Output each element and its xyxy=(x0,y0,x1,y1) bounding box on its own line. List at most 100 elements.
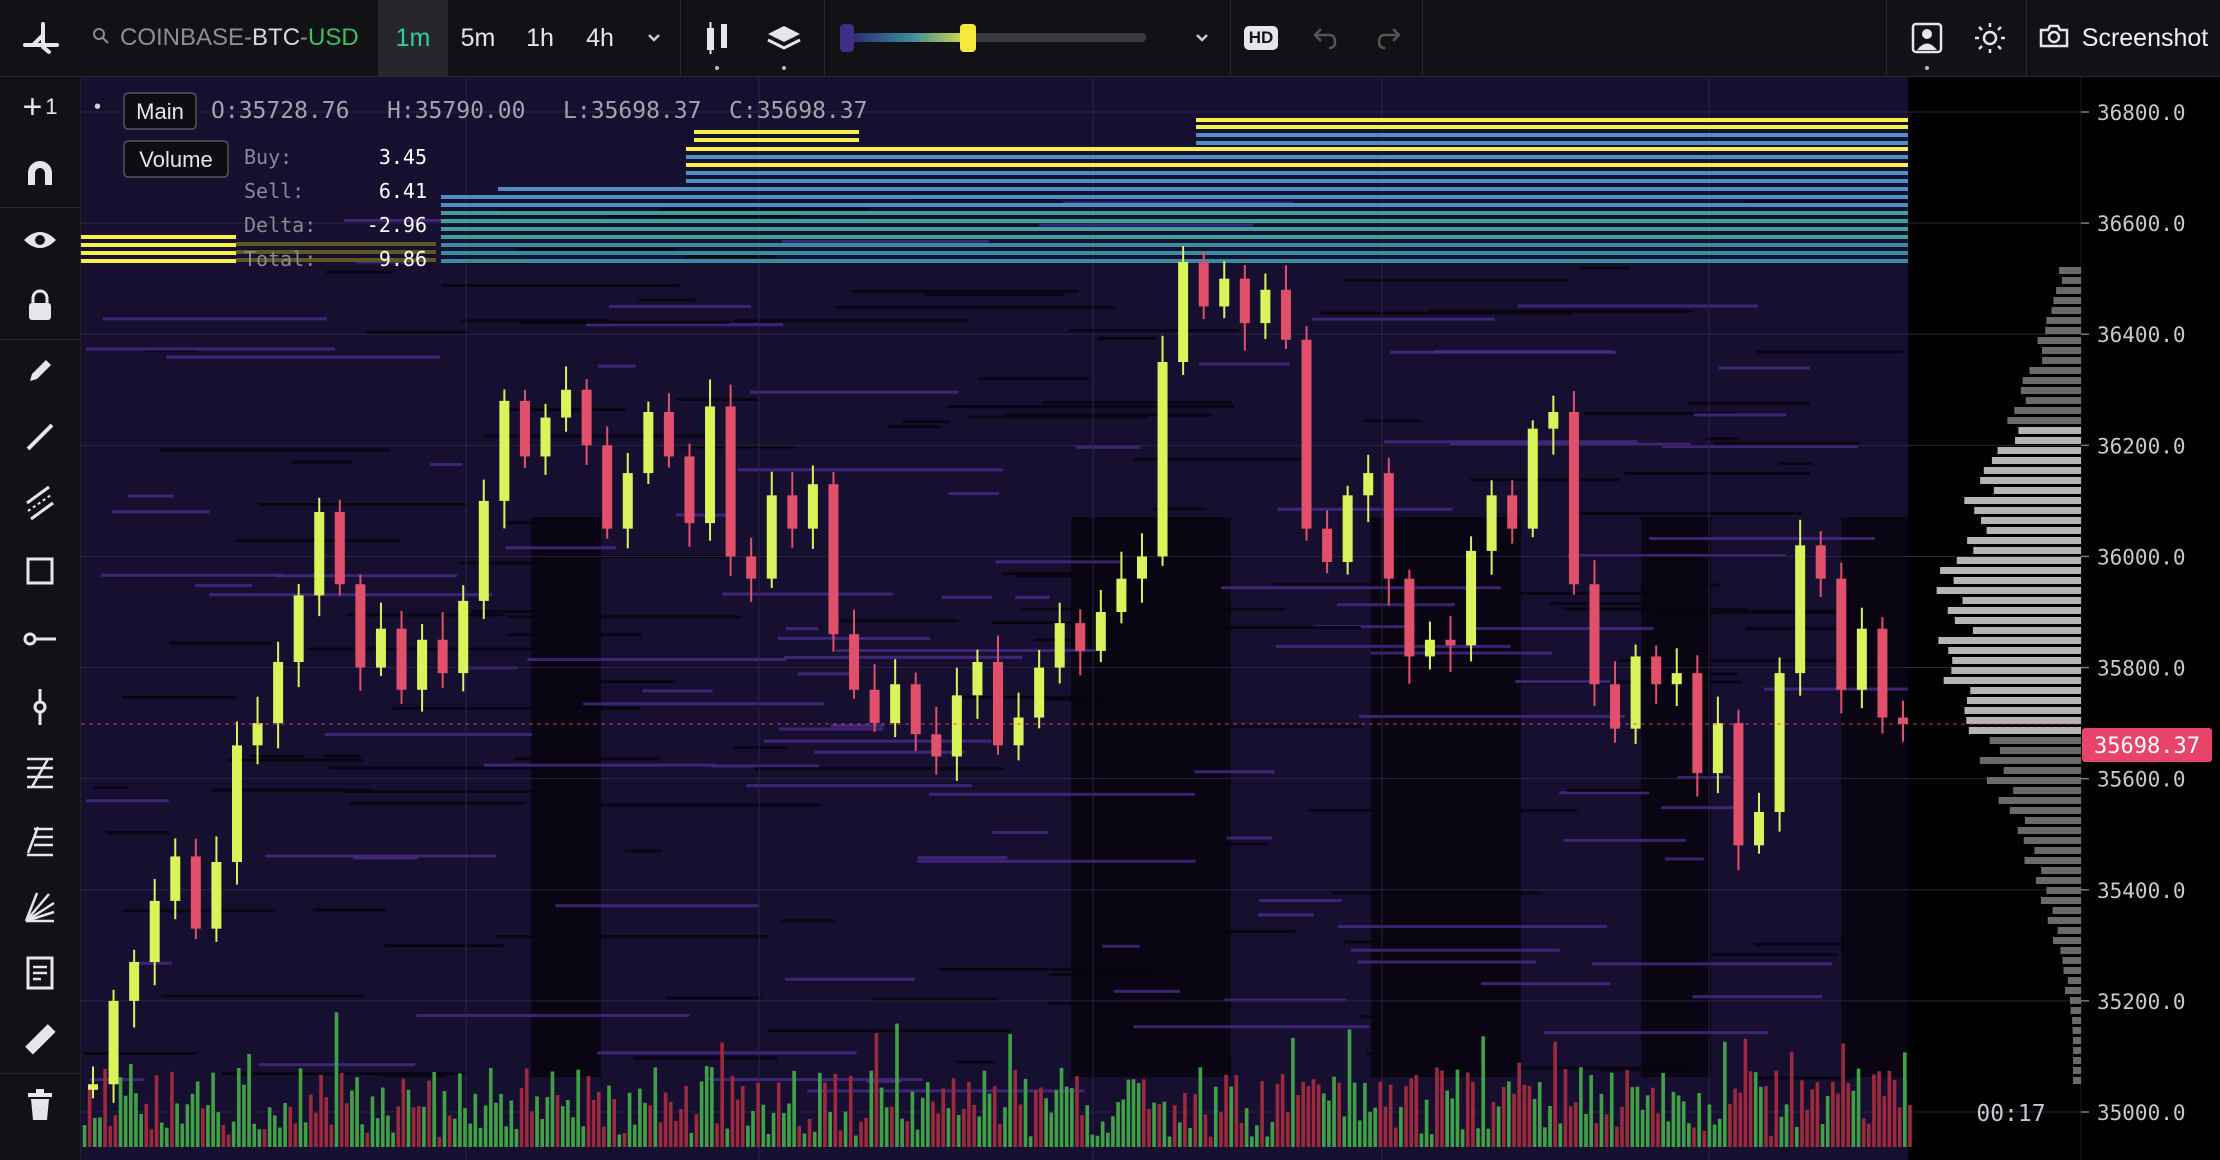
heatmap-cell xyxy=(166,355,441,359)
volume-profile-bar xyxy=(2015,437,2081,444)
volume-bar xyxy=(643,1102,647,1147)
fib-retracement-icon[interactable] xyxy=(0,743,80,803)
vertical-line-icon[interactable] xyxy=(0,677,80,737)
symbol-search[interactable]: COINBASE-BTC-USD xyxy=(92,0,372,76)
volume-bar xyxy=(1234,1075,1239,1147)
volume-bar xyxy=(1753,1072,1758,1147)
candle-type-icon[interactable] xyxy=(690,0,744,76)
orderbook-level xyxy=(694,130,859,134)
heatmap-cell xyxy=(957,695,1186,699)
volume-bar xyxy=(653,1067,658,1147)
volume-bar xyxy=(1455,1069,1460,1147)
volume-bar xyxy=(658,1122,663,1147)
candle-body xyxy=(437,639,448,674)
heatmap-cell xyxy=(638,298,696,302)
volume-profile-bar xyxy=(2052,907,2081,914)
heatmap-cell xyxy=(1363,419,1421,423)
buy-label: Buy: xyxy=(244,145,292,169)
timeframe-dropdown-chevron-icon[interactable] xyxy=(634,0,674,76)
candle-body xyxy=(1198,262,1209,307)
hd-toggle[interactable]: HD xyxy=(1238,0,1284,76)
volume-bar xyxy=(1599,1093,1604,1147)
redo-icon[interactable] xyxy=(1364,0,1414,76)
candle-body xyxy=(211,862,222,929)
volume-bar xyxy=(458,1073,462,1147)
volume-bar xyxy=(98,1117,102,1147)
add-indicator-count: 1 xyxy=(45,94,58,119)
timeframe-label: 1m xyxy=(395,23,431,52)
heatmap-cell xyxy=(1152,507,1207,511)
volume-series-toggle[interactable] xyxy=(123,140,229,178)
ruler-icon[interactable] xyxy=(0,1009,80,1069)
heatmap-cell xyxy=(835,649,1096,653)
pencil-icon[interactable] xyxy=(0,341,80,401)
heatmap-cell xyxy=(1662,444,1859,448)
timeframe-1h[interactable]: 1h xyxy=(512,0,568,76)
candle-body xyxy=(561,389,572,418)
volume-bar xyxy=(1291,1038,1295,1147)
volume-bar xyxy=(1121,1099,1126,1147)
volume-profile-bar xyxy=(2051,307,2081,314)
fib-extension-icon[interactable] xyxy=(0,811,80,871)
text-note-icon[interactable] xyxy=(0,943,80,1003)
orderbook-level xyxy=(441,211,1908,215)
heatmap-cell xyxy=(555,904,759,908)
volume-bars xyxy=(82,1012,1912,1147)
timeframe-1m[interactable]: 1m xyxy=(378,0,448,76)
screenshot-label: Screenshot xyxy=(2081,23,2209,52)
volume-bar xyxy=(591,1099,596,1147)
magnet-icon[interactable] xyxy=(0,143,80,203)
volume-profile-bar xyxy=(1970,687,2081,694)
parallel-channel-icon[interactable] xyxy=(0,473,80,533)
timeframe-5m[interactable]: 5m xyxy=(450,0,506,76)
volume-bar xyxy=(1378,1081,1383,1147)
user-profile-icon[interactable] xyxy=(1898,0,1956,76)
heatmap-cell xyxy=(1744,200,1937,204)
price-tick-label: 35200.0 xyxy=(2097,990,2186,1014)
volume-bar xyxy=(1825,1095,1830,1147)
app-logo-icon[interactable] xyxy=(14,0,68,76)
volume-bar xyxy=(828,1111,832,1147)
price-chart[interactable]: 36800.0 36600.0 36400.0 36200.0 36000.0 35800… xyxy=(81,77,2220,1160)
volume-bar xyxy=(1764,1086,1768,1147)
volume-bar xyxy=(638,1088,642,1147)
candle-body xyxy=(1013,717,1024,746)
candle-body xyxy=(1589,584,1600,685)
fib-fan-icon[interactable] xyxy=(0,877,80,937)
lock-icon[interactable] xyxy=(0,275,80,335)
screenshot-button[interactable]: Screenshot xyxy=(2030,0,2216,76)
volume-bar xyxy=(1507,1081,1511,1147)
undo-icon[interactable] xyxy=(1300,0,1350,76)
volume-bar xyxy=(1743,1038,1748,1147)
trash-icon[interactable] xyxy=(0,1075,80,1135)
add-indicator-button[interactable]: + 1 xyxy=(0,77,80,137)
heatmap-contrast-slider[interactable] xyxy=(836,0,1156,76)
volume-bar xyxy=(499,1093,503,1147)
volume-bar xyxy=(1573,1102,1578,1147)
symbol-exchange: COINBASE xyxy=(120,24,245,51)
heatmap-cell xyxy=(1258,913,1314,917)
volume-profile-bar xyxy=(2037,337,2081,344)
theme-toggle-sun-icon[interactable] xyxy=(1962,0,2018,76)
heatmap-cell xyxy=(995,560,1121,564)
rectangle-icon[interactable] xyxy=(0,541,80,601)
eye-icon[interactable] xyxy=(0,210,80,270)
volume-bar xyxy=(622,1132,627,1147)
heatmap-cell xyxy=(259,502,468,506)
volume-bar xyxy=(365,1132,370,1147)
layers-icon[interactable] xyxy=(756,0,812,76)
heatmap-cell xyxy=(851,289,1079,293)
volume-bar xyxy=(514,1128,519,1147)
timeframe-4h[interactable]: 4h xyxy=(572,0,628,76)
slider-dropdown-chevron-icon[interactable] xyxy=(1182,0,1222,76)
volume-bar xyxy=(1003,1107,1007,1147)
heatmap-cell xyxy=(383,1074,446,1078)
heatmap-cell xyxy=(222,1072,467,1076)
candle-body xyxy=(1034,667,1045,718)
volume-bar xyxy=(164,1127,169,1147)
volume-bar xyxy=(1368,1111,1372,1147)
heatmap-cell xyxy=(133,961,172,965)
horizontal-ray-icon[interactable] xyxy=(0,609,80,669)
trend-line-icon[interactable] xyxy=(0,407,80,467)
main-series-toggle[interactable] xyxy=(123,92,197,130)
